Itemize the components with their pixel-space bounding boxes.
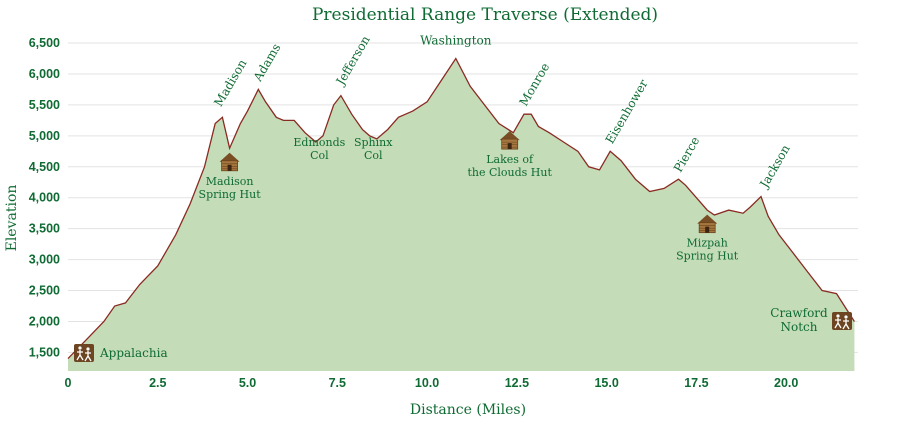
col-label-line1: Edmonds: [293, 136, 345, 149]
col-label-line2: Col: [364, 149, 383, 162]
y-tick-label: 4,000: [29, 191, 60, 205]
hiker-body: [834, 318, 842, 329]
trailhead-label: Appalachia: [99, 346, 168, 360]
hut-label-line1: Lakes of: [486, 153, 534, 166]
x-tick-label: 7.5: [329, 376, 346, 390]
y-tick-label: 6,000: [29, 67, 60, 81]
hut-label-line2: Spring Hut: [199, 188, 262, 201]
x-tick-label: 20.0: [774, 376, 798, 390]
profile-area: [68, 58, 855, 371]
hiker-icon: [74, 344, 94, 362]
y-tick-label: 6,500: [29, 36, 60, 50]
y-tick-label: 1,500: [29, 345, 60, 359]
profile-area-group: [67, 57, 855, 371]
hut-door: [705, 226, 710, 233]
x-tick-label: 5.0: [239, 376, 256, 390]
col-label-line1: Sphinx: [354, 136, 393, 149]
hut-roof: [499, 131, 520, 141]
y-tick-label: 2,000: [29, 314, 60, 328]
chart-title: Presidential Range Traverse (Extended): [312, 5, 658, 25]
hiker-icon: [832, 312, 852, 330]
y-tick-label: 2,500: [29, 284, 60, 298]
hiker-body: [76, 350, 84, 361]
y-tick-label: 5,000: [29, 129, 60, 143]
trailhead-label-line2: Notch: [781, 320, 818, 334]
y-axis-ticks: 1,500 2,000 2,500 3,000 3,500 4,000 4,500 5,000…: [29, 36, 60, 359]
hut-icon: [219, 152, 240, 172]
y-tick-label: 3,500: [29, 222, 60, 236]
hut-roof: [697, 214, 718, 224]
x-tick-label: 15.0: [594, 376, 618, 390]
y-tick-label: 5,500: [29, 98, 60, 112]
x-tick-label: 2.5: [149, 376, 166, 390]
hut-door: [507, 143, 512, 150]
x-axis-title: Distance (Miles): [410, 402, 526, 418]
peak-label: Pierce: [671, 134, 702, 174]
hiker-head: [78, 346, 82, 350]
hut-roof: [219, 152, 240, 162]
hut-icon: [499, 131, 520, 150]
hut-label-line2: the Clouds Hut: [467, 166, 552, 179]
hut-label-line1: Madison: [206, 175, 254, 188]
peak-label: Jefferson: [332, 33, 372, 89]
hiker-head: [836, 314, 840, 318]
hut-icon: [697, 214, 718, 234]
x-tick-label: 10.0: [415, 376, 439, 390]
hiker-head: [844, 315, 848, 319]
y-tick-label: 3,000: [29, 253, 60, 267]
x-axis-ticks: 0 2.5 5.0 7.5 10.0 12.5 15.0 17.5 20.0: [65, 376, 799, 390]
hut-label-line2: Spring Hut: [676, 250, 739, 263]
x-tick-label: 17.5: [684, 376, 708, 390]
hut-label-line1: Mizpah: [687, 237, 728, 250]
y-axis-title: Elevation: [4, 185, 20, 252]
profile-line: [67, 57, 855, 360]
peak-label: Washington: [420, 33, 492, 47]
hiker-head: [86, 347, 90, 351]
y-tick-label: 4,500: [29, 160, 60, 174]
x-tick-label: 0: [65, 376, 72, 390]
hiker-body: [84, 351, 92, 362]
peak-label: Monroe: [517, 60, 553, 108]
peak-label: Madison: [211, 57, 249, 109]
trailhead-label-line1: Crawford: [770, 306, 828, 320]
hut-door: [227, 164, 232, 171]
x-tick-label: 12.5: [505, 376, 529, 390]
col-label-line2: Col: [310, 149, 329, 162]
hiker-body: [842, 319, 850, 330]
peak-label: Adams: [250, 41, 283, 84]
